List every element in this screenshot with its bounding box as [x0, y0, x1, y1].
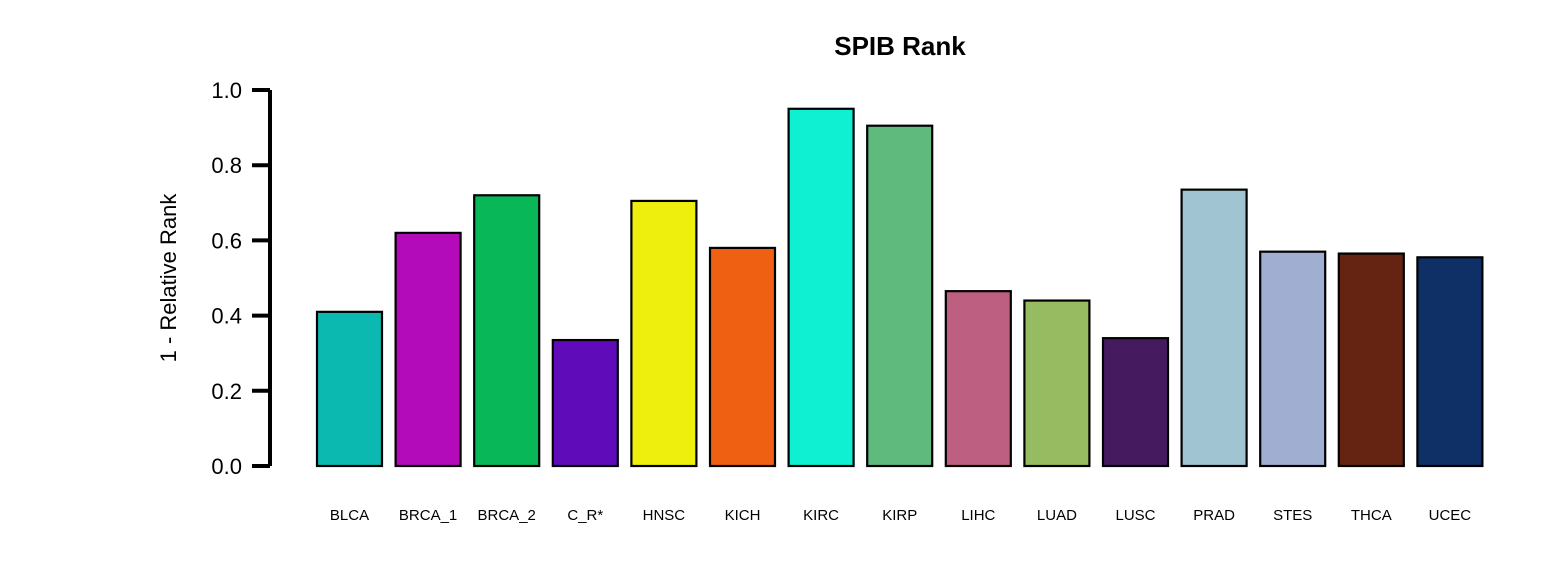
bar-prad	[1180, 188, 1248, 468]
bar-brca-2	[473, 194, 541, 468]
bar-c-r	[551, 338, 619, 468]
bar-lihc	[944, 290, 1012, 468]
y-tick-label: 0.4	[211, 304, 242, 329]
x-tick-label: BRCA_2	[478, 507, 536, 524]
bar-blca	[315, 310, 384, 468]
bar-kich	[708, 246, 777, 468]
x-tick-label: KIRC	[803, 507, 839, 524]
y-axis: 0.0 0.2 0.4 0.6 0.8 1.0	[211, 78, 272, 479]
y-tick-label: 0.0	[211, 454, 242, 479]
x-tick-label: STES	[1273, 507, 1312, 524]
chart-title: SPIB Rank	[834, 31, 966, 61]
x-tick-label: C_R*	[567, 507, 603, 524]
y-tick-label: 0.2	[211, 379, 242, 404]
x-tick-label: BRCA_1	[399, 507, 457, 524]
y-tick-label: 0.8	[211, 153, 242, 178]
x-tick-label: HNSC	[643, 507, 686, 524]
x-tick-label: BLCA	[330, 507, 369, 524]
x-tick-label: PRAD	[1193, 507, 1235, 524]
y-axis-label: 1 - Relative Rank	[156, 193, 181, 363]
x-tick-label: UCEC	[1429, 507, 1472, 524]
bar-luad	[1023, 299, 1091, 468]
x-tick-label: LUSC	[1115, 507, 1155, 524]
bar-kirp	[866, 124, 934, 468]
x-tick-label: LUAD	[1037, 507, 1077, 524]
x-tick-label: THCA	[1351, 507, 1392, 524]
bars	[315, 107, 1484, 468]
x-tick-label: LIHC	[961, 507, 995, 524]
bar-kirc	[787, 107, 855, 468]
x-tick-label: KICH	[725, 507, 761, 524]
y-tick-label: 0.6	[211, 228, 242, 253]
bar-thca	[1337, 252, 1405, 468]
bar-stes	[1259, 250, 1327, 468]
bar-brca-1	[394, 231, 462, 468]
x-tick-labels: BLCA BRCA_1 BRCA_2 C_R* HNSC KICH KIRC KIRP LIHC…	[330, 507, 1471, 524]
bar-hnsc	[630, 199, 698, 468]
bar-lusc	[1101, 337, 1170, 468]
x-tick-label: KIRP	[882, 507, 917, 524]
bar-ucec	[1416, 256, 1484, 468]
y-tick-label: 1.0	[211, 78, 242, 103]
